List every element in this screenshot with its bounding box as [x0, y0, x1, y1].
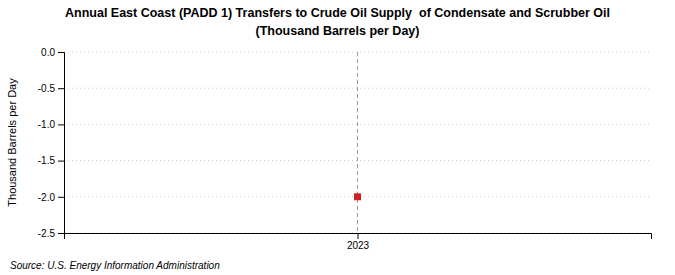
chart: Annual East Coast (PADD 1) Transfers to …	[0, 0, 675, 275]
y-tick-mark	[58, 52, 64, 53]
y-tick: 0.0	[41, 47, 64, 58]
y-axis-title: Thousand Barrels per Day	[6, 78, 18, 207]
x-tick-label: 2023	[347, 240, 370, 251]
subtitle: (Thousand Barrels per Day)	[256, 24, 420, 38]
y-tick-mark	[58, 161, 64, 162]
y-tick-mark	[58, 197, 64, 198]
source-note: Source: U.S. Energy Information Administ…	[10, 260, 220, 271]
y-tick: -0.5	[38, 83, 64, 94]
y-tick-label: -2.5	[38, 228, 56, 239]
y-tick: -2.5	[38, 228, 64, 239]
y-tick: -1.0	[38, 119, 64, 130]
x-axis: 2023	[65, 233, 652, 251]
x-axis-line	[65, 234, 652, 240]
y-tick-label: -0.5	[38, 83, 56, 94]
x-tick-mark	[358, 233, 359, 239]
y-tick-label: -2.0	[38, 192, 56, 203]
y-tick: -1.5	[38, 155, 64, 166]
plot: 0.0 -0.5 -1.0 -1.5 -2.0 -2.5 2023	[38, 47, 652, 251]
point	[354, 193, 361, 200]
reference-line	[357, 52, 358, 233]
y-axis-line	[58, 53, 65, 234]
y-axis: 0.0 -0.5 -1.0 -1.5 -2.0 -2.5	[38, 47, 65, 239]
y-tick-mark	[58, 124, 64, 125]
y-tick-label: 0.0	[41, 47, 55, 58]
title: Annual East Coast (PADD 1) Transfers to …	[65, 6, 610, 20]
x-tick: 2023	[347, 233, 370, 251]
y-tick-label: -1.5	[38, 155, 56, 166]
reference-lines	[357, 52, 358, 233]
y-tick-mark	[58, 88, 64, 89]
grid	[64, 52, 651, 233]
y-tick-mark	[58, 233, 64, 234]
y-tick-label: -1.0	[38, 119, 56, 130]
y-tick: -2.0	[38, 192, 64, 203]
points	[354, 193, 361, 200]
